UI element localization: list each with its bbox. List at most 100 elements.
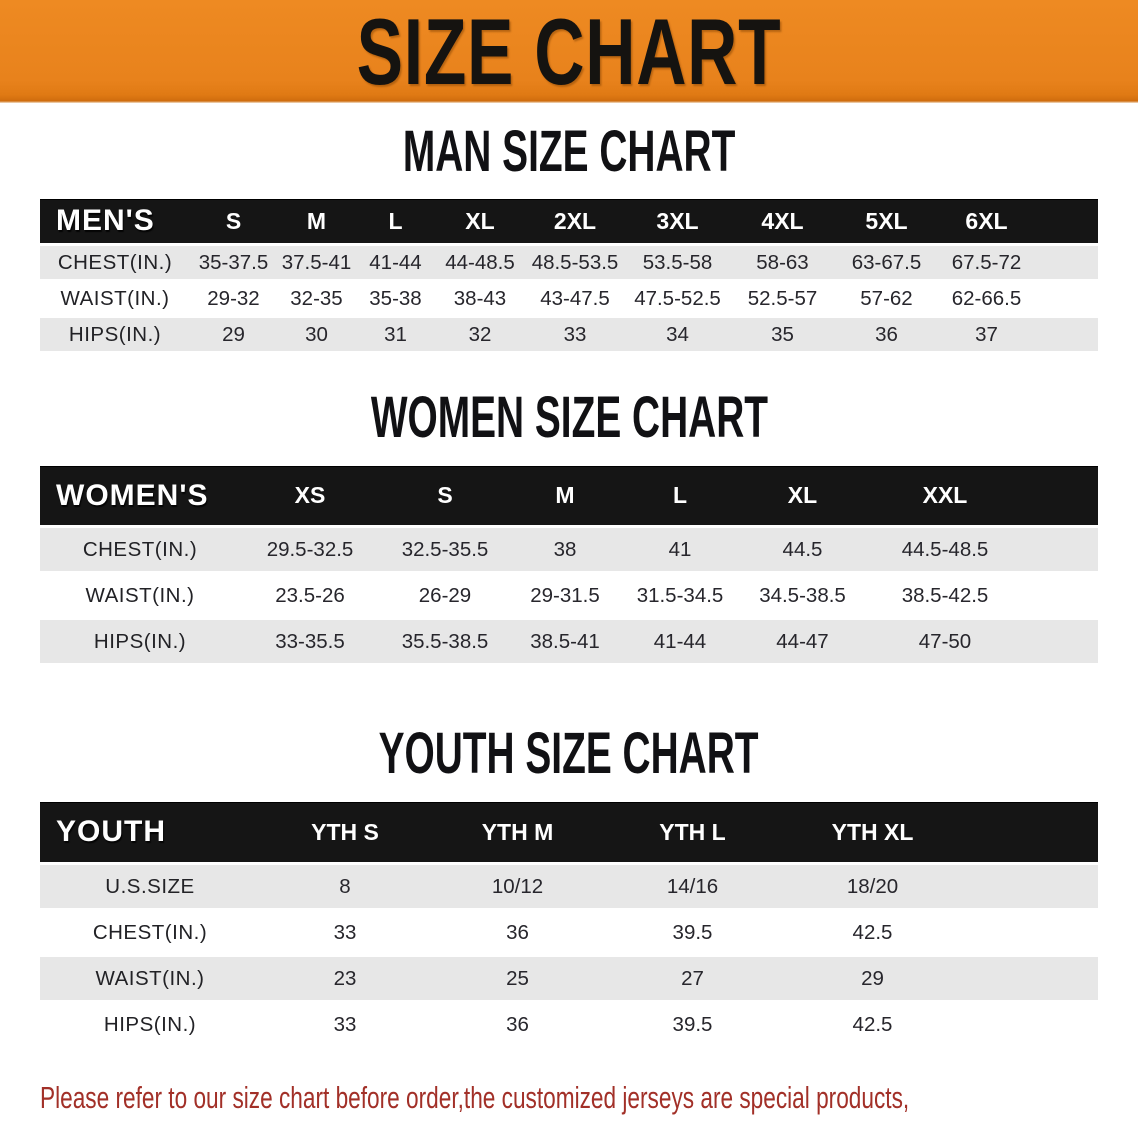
table-group-label: YOUTH [40,802,260,862]
size-column-header: 4XL [730,199,835,243]
measurement-row: U.S.SIZE 8 10/12 14/16 18/20 [40,865,1098,908]
measurement-value: 38.5-41 [510,620,620,663]
section-youth-size-chart: YOUTH SIZE CHART YOUTH YTH S YTH M YTH L YTH… [0,725,1138,1049]
measurement-value: 38.5-42.5 [865,574,1025,617]
filler-cell [1035,318,1098,351]
measurement-value: 26-29 [380,574,510,617]
measurement-value: 37.5-41 [277,246,356,279]
measurement-value: 47.5-52.5 [625,282,730,315]
man-size-chart-title: MAN SIZE CHART [402,119,736,184]
measurement-value: 25 [430,957,605,1000]
measurement-value: 35-38 [356,282,435,315]
size-column-header: L [620,466,740,525]
youth-size-chart-heading: YOUTH SIZE CHART [0,725,1138,783]
size-column-header: XXL [865,466,1025,525]
filler-cell [1035,282,1098,315]
measurement-value: 8 [260,865,430,908]
measurement-value: 29-32 [190,282,277,315]
measurement-value: 38 [510,528,620,571]
measurement-value: 44.5-48.5 [865,528,1025,571]
size-table-header-row: MEN'S S M L XL 2XL 3XL 4XL 5XL 6XL [40,199,1098,243]
filler-cell [965,1003,1098,1046]
measurement-value: 36 [430,911,605,954]
row-label: WAIST(IN.) [40,574,240,617]
women-size-chart-heading: WOMEN SIZE CHART [0,389,1138,447]
measurement-row: HIPS(IN.) 29 30 31 32 33 34 35 36 37 [40,318,1098,351]
size-column-header: M [510,466,620,525]
measurement-value: 34 [625,318,730,351]
row-label: WAIST(IN.) [40,282,190,315]
size-column-header: 3XL [625,199,730,243]
measurement-value: 29-31.5 [510,574,620,617]
measurement-value: 30 [277,318,356,351]
measurement-value: 43-47.5 [525,282,625,315]
size-column-header: XS [240,466,380,525]
size-column-header: YTH M [430,802,605,862]
measurement-value: 58-63 [730,246,835,279]
table-group-label: MEN'S [40,199,190,243]
size-column-header: 5XL [835,199,938,243]
section-women-size-chart: WOMEN SIZE CHART WOMEN'S XS S M L XL XXL CHEST(… [0,389,1138,666]
measurement-value: 18/20 [780,865,965,908]
measurement-value: 39.5 [605,911,780,954]
measurement-row: WAIST(IN.) 23 25 27 29 [40,957,1098,1000]
measurement-value: 34.5-38.5 [740,574,865,617]
measurement-value: 38-43 [435,282,525,315]
measurement-row: HIPS(IN.) 33-35.5 35.5-38.5 38.5-41 41-44 44-… [40,620,1098,663]
filler-cell [1035,246,1098,279]
size-column-header: YTH L [605,802,780,862]
filler-cell [965,802,1098,862]
measurement-value: 53.5-58 [625,246,730,279]
filler-cell [1025,620,1098,663]
measurement-value: 35.5-38.5 [380,620,510,663]
measurement-value: 36 [835,318,938,351]
filler-cell [1025,574,1098,617]
filler-cell [1035,199,1098,243]
row-label: HIPS(IN.) [40,318,190,351]
size-column-header: 2XL [525,199,625,243]
filler-cell [965,957,1098,1000]
row-label: CHEST(IN.) [40,911,260,954]
measurement-value: 52.5-57 [730,282,835,315]
measurement-value: 41 [620,528,740,571]
youth-size-table: YOUTH YTH S YTH M YTH L YTH XL U.S.SIZE 8 10/12… [40,799,1098,1049]
measurement-value: 44.5 [740,528,865,571]
measurement-value: 41-44 [356,246,435,279]
measurement-value: 37 [938,318,1035,351]
measurement-value: 42.5 [780,911,965,954]
row-label: WAIST(IN.) [40,957,260,1000]
disclaimer-line-2: we don't accept cancel, change, teturn o… [40,1121,896,1132]
size-chart-banner: SIZE CHART [0,0,1138,103]
filler-cell [1025,466,1098,525]
measurement-value: 44-48.5 [435,246,525,279]
size-column-header: 6XL [938,199,1035,243]
measurement-row: WAIST(IN.) 29-32 32-35 35-38 38-43 43-47.5 47.… [40,282,1098,315]
measurement-value: 41-44 [620,620,740,663]
measurement-row: WAIST(IN.) 23.5-26 26-29 29-31.5 31.5-34.5 34… [40,574,1098,617]
measurement-value: 57-62 [835,282,938,315]
measurement-value: 67.5-72 [938,246,1035,279]
measurement-row: HIPS(IN.) 33 36 39.5 42.5 [40,1003,1098,1046]
measurement-value: 33-35.5 [240,620,380,663]
row-label: CHEST(IN.) [40,528,240,571]
measurement-value: 10/12 [430,865,605,908]
filler-cell [965,911,1098,954]
measurement-value: 39.5 [605,1003,780,1046]
row-label: U.S.SIZE [40,865,260,908]
filler-cell [1025,528,1098,571]
measurement-value: 29 [780,957,965,1000]
size-column-header: L [356,199,435,243]
measurement-value: 44-47 [740,620,865,663]
measurement-value: 63-67.5 [835,246,938,279]
measurement-value: 23 [260,957,430,1000]
section-man-size-chart: MAN SIZE CHART MEN'S S M L XL 2XL 3XL 4XL 5XL 6XL… [0,119,1138,354]
measurement-value: 47-50 [865,620,1025,663]
size-column-header: YTH S [260,802,430,862]
men-size-table: MEN'S S M L XL 2XL 3XL 4XL 5XL 6XL CHEST(IN.) 35-37… [40,196,1098,354]
man-size-chart-heading: MAN SIZE CHART [0,119,1138,184]
measurement-value: 35-37.5 [190,246,277,279]
measurement-value: 33 [525,318,625,351]
banner-title: SIZE CHART [356,0,782,104]
measurement-value: 31.5-34.5 [620,574,740,617]
